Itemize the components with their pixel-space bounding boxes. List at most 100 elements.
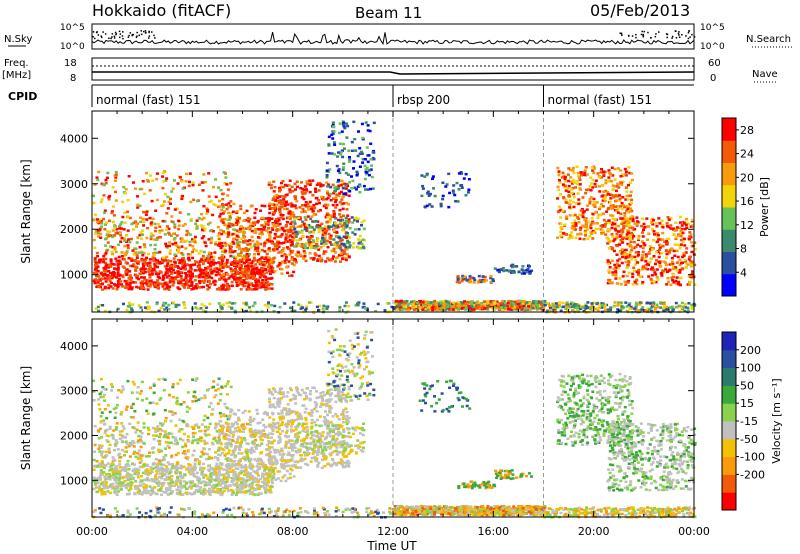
data-cell (312, 220, 316, 223)
data-cell (675, 249, 679, 253)
data-cell (325, 169, 329, 172)
data-cell (128, 241, 132, 244)
data-cell (661, 307, 665, 311)
data-cell (170, 190, 174, 193)
data-cell (470, 302, 474, 305)
data-cell (621, 204, 624, 207)
data-cell (268, 217, 271, 220)
data-cell (96, 274, 99, 277)
data-cell (448, 307, 452, 310)
data-cell (254, 285, 258, 288)
data-cell (592, 301, 596, 305)
data-cell (267, 287, 271, 290)
data-cell (215, 270, 219, 274)
data-cell (219, 274, 223, 277)
data-cell (637, 234, 641, 238)
data-cell (643, 225, 647, 229)
data-cell (315, 239, 319, 242)
data-cell (635, 282, 639, 286)
data-cell (468, 275, 472, 278)
data-cell (497, 305, 501, 308)
data-cell (656, 235, 660, 238)
data-cell (271, 207, 275, 210)
data-cell (596, 222, 599, 225)
data-cell (199, 273, 203, 276)
data-cell (603, 223, 607, 226)
data-cell (126, 210, 129, 214)
data-cell (293, 227, 297, 230)
data-cell (606, 281, 610, 285)
data-cell (468, 277, 472, 281)
data-cell (281, 185, 285, 189)
data-cell (143, 245, 147, 249)
nsearch-point (642, 33, 644, 36)
data-cell (285, 234, 289, 238)
data-cell (236, 278, 240, 281)
data-cell (633, 222, 637, 225)
data-cell (262, 244, 266, 248)
nsearch-point (151, 31, 153, 33)
data-cell (583, 218, 587, 221)
data-cell (684, 266, 688, 269)
data-cell (687, 258, 691, 261)
data-cell (99, 304, 103, 307)
data-cell (682, 222, 686, 225)
data-cell (332, 224, 336, 227)
data-cell (335, 234, 339, 238)
cpid-segment-label: normal (fast) 151 (96, 93, 200, 107)
data-cell (130, 307, 133, 310)
data-cell (277, 263, 281, 267)
data-cell (226, 188, 230, 191)
data-cell (586, 204, 590, 207)
data-cell (369, 187, 372, 191)
data-cell (591, 237, 595, 240)
data-cell (311, 210, 315, 213)
data-cell (308, 206, 312, 210)
data-cell (229, 212, 233, 215)
data-cell (132, 221, 136, 225)
data-cell (615, 209, 619, 212)
data-cell (491, 278, 495, 281)
data-cell (251, 239, 255, 243)
data-cell (260, 230, 264, 234)
data-cell (468, 300, 472, 304)
data-cell (338, 309, 342, 312)
data-cell (352, 120, 356, 124)
data-cell (96, 230, 100, 234)
data-cell (219, 304, 223, 308)
data-cell (217, 256, 221, 260)
data-cell (101, 183, 105, 186)
data-cell (571, 309, 575, 312)
nsearch-point (635, 33, 637, 36)
data-cell (294, 206, 298, 210)
data-cell (181, 194, 185, 198)
data-cell (92, 218, 96, 222)
data-cell (335, 203, 339, 207)
data-cell (670, 263, 674, 267)
data-cell (180, 260, 184, 263)
data-cell (466, 300, 470, 304)
data-cell (101, 288, 105, 291)
nsearch-point (688, 30, 690, 32)
data-cell (600, 176, 603, 179)
data-cell (635, 224, 639, 227)
nsearch-axis-bottom: 10^0 (700, 42, 725, 52)
data-cell (102, 217, 106, 221)
data-cell (465, 279, 469, 282)
data-cell (342, 202, 346, 205)
data-cell (641, 250, 645, 254)
data-cell (104, 280, 108, 283)
data-cell (362, 219, 366, 222)
data-cell (242, 211, 246, 215)
data-cell (293, 245, 296, 248)
data-cell (622, 249, 626, 252)
data-cell (96, 269, 100, 273)
data-cell (613, 238, 617, 241)
data-cell (137, 251, 141, 254)
data-cell (566, 308, 570, 311)
data-cell (564, 180, 568, 183)
data-cell (613, 227, 617, 231)
data-cell (679, 238, 683, 242)
data-cell (112, 205, 115, 208)
